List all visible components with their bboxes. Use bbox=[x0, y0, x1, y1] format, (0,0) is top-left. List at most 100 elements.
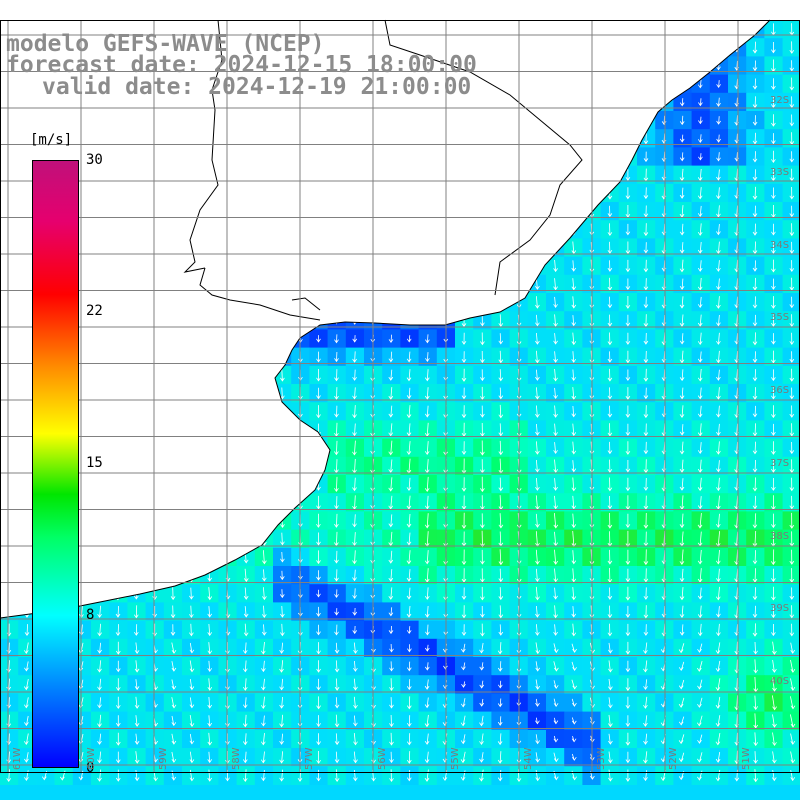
wind-arrow bbox=[480, 350, 485, 364]
wind-arrow bbox=[715, 678, 721, 692]
wind-arrow bbox=[498, 404, 504, 419]
wind-arrow bbox=[697, 368, 703, 382]
wind-arrow bbox=[553, 735, 559, 743]
wind-arrow bbox=[480, 513, 485, 529]
wind-arrow bbox=[607, 605, 613, 619]
wind-arrow bbox=[115, 624, 121, 637]
wind-arrow bbox=[207, 606, 213, 618]
wind-arrow bbox=[643, 660, 648, 673]
wind-arrow bbox=[752, 441, 758, 455]
wind-arrow bbox=[697, 643, 703, 653]
wind-arrow bbox=[424, 769, 430, 782]
land-area bbox=[0, 0, 800, 618]
wind-cell bbox=[782, 766, 800, 785]
wind-arrow bbox=[424, 495, 430, 510]
wind-arrow bbox=[497, 751, 503, 764]
wind-arrow bbox=[771, 223, 776, 236]
wind-arrow bbox=[425, 352, 430, 363]
wind-arrow bbox=[752, 387, 758, 400]
wind-arrow bbox=[697, 260, 703, 272]
wind-arrow bbox=[498, 587, 504, 601]
wind-cell bbox=[782, 693, 800, 713]
wind-cell bbox=[782, 602, 800, 622]
lat-label: 33S bbox=[770, 167, 790, 178]
wind-arrow bbox=[571, 735, 577, 743]
wind-arrow bbox=[625, 641, 631, 655]
wind-arrow bbox=[752, 60, 758, 72]
wind-arrow bbox=[697, 405, 703, 418]
wind-arrow bbox=[789, 387, 795, 400]
wind-arrow bbox=[261, 569, 267, 582]
wind-arrow bbox=[571, 387, 577, 400]
wind-arrow bbox=[771, 387, 776, 400]
wind-arrow bbox=[553, 296, 558, 309]
colorbar-tick-15: 15 bbox=[86, 455, 103, 471]
wind-arrow bbox=[697, 587, 703, 600]
wind-arrow bbox=[334, 589, 339, 599]
wind-arrow bbox=[789, 205, 795, 218]
wind-arrow bbox=[571, 568, 577, 583]
wind-arrow bbox=[607, 477, 613, 492]
wind-arrow bbox=[279, 751, 284, 764]
wind-arrow bbox=[643, 132, 649, 145]
wind-arrow bbox=[753, 732, 759, 747]
wind-arrow bbox=[789, 495, 795, 510]
wind-cell bbox=[782, 347, 800, 367]
wind-arrow bbox=[406, 477, 412, 492]
wind-arrow bbox=[716, 477, 721, 492]
wind-arrow bbox=[6, 642, 12, 654]
wind-arrow bbox=[97, 678, 102, 691]
wind-arrow bbox=[334, 697, 340, 709]
wind-arrow bbox=[334, 440, 339, 456]
wind-arrow bbox=[625, 405, 631, 418]
wind-arrow bbox=[571, 753, 577, 761]
wind-arrow bbox=[771, 477, 776, 491]
wind-arrow bbox=[571, 441, 577, 455]
wind-cell bbox=[782, 493, 800, 512]
wind-arrow bbox=[498, 568, 504, 583]
wind-arrow bbox=[679, 134, 685, 143]
wind-arrow bbox=[171, 679, 177, 690]
wind-arrow bbox=[24, 752, 29, 763]
wind-arrow bbox=[789, 587, 795, 600]
wind-arrow bbox=[262, 550, 267, 565]
wind-arrow bbox=[388, 495, 394, 510]
wind-arrow bbox=[752, 369, 758, 382]
wind-arrow bbox=[535, 296, 540, 309]
wind-arrow bbox=[334, 714, 340, 728]
wind-arrow bbox=[772, 714, 777, 728]
lon-label: 60W bbox=[86, 747, 97, 770]
wind-arrow bbox=[553, 605, 558, 619]
wind-arrow bbox=[790, 770, 796, 782]
wind-arrow bbox=[553, 717, 559, 725]
wind-arrow bbox=[97, 605, 102, 618]
wind-arrow bbox=[752, 41, 758, 54]
wind-arrow bbox=[406, 441, 412, 456]
wind-arrow bbox=[625, 477, 631, 492]
wind-arrow bbox=[316, 387, 321, 400]
lat-label: 36S bbox=[770, 385, 790, 396]
wind-cell bbox=[782, 566, 800, 585]
wind-arrow bbox=[424, 697, 430, 709]
wind-arrow bbox=[352, 387, 357, 400]
wind-arrow bbox=[479, 662, 485, 671]
wind-arrow bbox=[752, 78, 758, 90]
wind-arrow bbox=[352, 550, 357, 565]
wind-arrow bbox=[697, 205, 703, 218]
wind-arrow bbox=[789, 260, 795, 273]
wind-arrow bbox=[643, 368, 649, 382]
wind-arrow bbox=[353, 678, 358, 691]
wind-arrow bbox=[771, 513, 776, 529]
wind-arrow bbox=[716, 314, 721, 327]
wind-arrow bbox=[389, 697, 394, 709]
wind-arrow bbox=[352, 405, 357, 419]
wind-arrow bbox=[752, 205, 758, 218]
wind-arrow bbox=[243, 587, 249, 600]
wind-arrow bbox=[553, 587, 558, 600]
wind-arrow bbox=[643, 151, 649, 163]
wind-arrow bbox=[115, 732, 121, 746]
wind-arrow bbox=[262, 587, 267, 601]
wind-cell bbox=[782, 311, 800, 330]
wind-arrow bbox=[643, 205, 649, 218]
wind-arrow bbox=[753, 769, 759, 783]
